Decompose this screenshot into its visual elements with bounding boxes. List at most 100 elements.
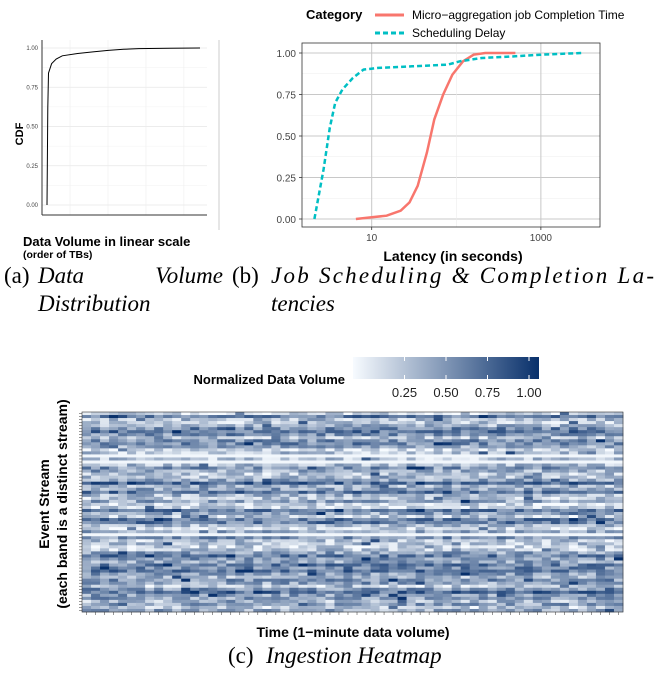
heatmap-cell <box>82 560 92 564</box>
heatmap-cell <box>343 539 353 543</box>
heatmap-cell <box>379 536 389 540</box>
heatmap-cell <box>613 478 624 482</box>
heatmap-cell <box>244 575 254 579</box>
heatmap-cell <box>181 608 191 613</box>
heatmap-cell <box>550 596 561 601</box>
heatmap-cell <box>523 424 534 428</box>
heatmap-cell <box>343 605 353 610</box>
heatmap-cell <box>316 542 326 546</box>
heatmap-cell <box>460 415 471 419</box>
heatmap-cell <box>550 587 561 592</box>
heatmap-cell <box>487 593 498 598</box>
heatmap-cell <box>541 593 552 598</box>
heatmap-cell <box>280 527 290 531</box>
heatmap-cell <box>568 536 579 540</box>
heatmap-cell <box>136 415 146 419</box>
heatmap-cell <box>253 433 263 437</box>
heatmap-cell <box>370 515 380 519</box>
heatmap-cell <box>100 436 110 440</box>
heatmap-cell <box>235 557 245 561</box>
heatmap-cell <box>604 560 615 564</box>
heatmap-cell <box>496 605 507 610</box>
heatmap-cell <box>316 481 326 486</box>
heatmap-cell <box>460 427 471 431</box>
heatmap-cell <box>505 466 516 470</box>
heatmap-cell <box>487 412 498 416</box>
heatmap-cell <box>532 490 543 495</box>
heatmap-cell <box>496 418 507 422</box>
heatmap-cell <box>91 451 101 455</box>
heatmap-cell <box>352 481 362 486</box>
heatmap-cell <box>487 505 498 510</box>
heatmap-cell <box>244 475 254 479</box>
heatmap-cell <box>199 469 209 473</box>
heatmap-cell <box>253 418 263 422</box>
heatmap-cell <box>217 539 227 543</box>
heatmap-cell <box>235 505 245 510</box>
heatmap-cell <box>586 599 597 604</box>
heatmap-cell <box>388 539 398 543</box>
heatmap-cell <box>271 424 281 428</box>
heatmap-cell <box>559 593 570 598</box>
heatmap-cell <box>334 569 344 573</box>
heatmap-cell <box>406 442 417 446</box>
heatmap-cell <box>316 460 326 464</box>
heatmap-cell <box>469 484 480 489</box>
heatmap-cell <box>586 572 597 576</box>
heatmap-cell <box>235 602 245 607</box>
heatmap-cell <box>523 481 534 486</box>
heatmap-cell <box>307 418 317 422</box>
heatmap-cell <box>478 542 489 546</box>
heatmap-cell <box>100 508 110 513</box>
heatmap-cell <box>559 542 570 546</box>
heatmap-cell <box>145 481 155 486</box>
heatmap-cell <box>604 502 615 507</box>
heatmap-cell <box>343 484 353 489</box>
heatmap-cell <box>514 427 525 431</box>
heatmap-cell <box>172 454 182 458</box>
heatmap-cell <box>199 602 209 607</box>
heatmap-cell <box>307 451 317 455</box>
heatmap-cell <box>154 536 164 540</box>
heatmap-cell <box>190 436 200 440</box>
heatmap-cell <box>514 433 525 437</box>
heatmap-cell <box>271 463 281 467</box>
heatmap-cell <box>424 418 435 422</box>
heatmap-cell <box>460 512 471 516</box>
heatmap-cell <box>325 490 335 495</box>
heatmap-cell <box>496 557 507 561</box>
heatmap-cell <box>478 508 489 513</box>
heatmap-cell <box>451 599 462 604</box>
heatmap-cell <box>469 463 480 467</box>
heatmap-cell <box>235 460 245 464</box>
heatmap-cell <box>397 463 407 467</box>
heatmap-cell <box>226 466 236 470</box>
heatmap-cell <box>379 469 389 473</box>
heatmap-cell <box>226 557 236 561</box>
heatmap-cell <box>190 578 200 582</box>
heatmap-cell <box>541 602 552 607</box>
heatmap-cell <box>136 436 146 440</box>
heatmap-cell <box>559 533 570 537</box>
heatmap-cell <box>334 415 344 419</box>
heatmap-cell <box>496 433 507 437</box>
heatmap-cell <box>271 590 281 595</box>
heatmap-cell <box>163 490 173 495</box>
heatmap-cell <box>415 478 426 482</box>
heatmap-cell <box>136 608 146 613</box>
heatmap-cell <box>550 554 561 558</box>
heatmap-cell <box>388 451 398 455</box>
heatmap-cell <box>406 560 417 564</box>
heatmap-cell <box>433 487 444 492</box>
heatmap-cell <box>109 605 119 610</box>
heatmap-cell <box>289 472 299 476</box>
heatmap-cell <box>217 545 227 549</box>
heatmap-cell <box>550 572 561 576</box>
heatmap-cell <box>127 454 137 458</box>
heatmap-cell <box>487 536 498 540</box>
heatmap-cell <box>595 490 606 495</box>
heatmap-cell <box>451 554 462 558</box>
heatmap-cell <box>523 557 534 561</box>
heatmap-cell <box>226 418 236 422</box>
heatmap-cell <box>460 563 471 567</box>
